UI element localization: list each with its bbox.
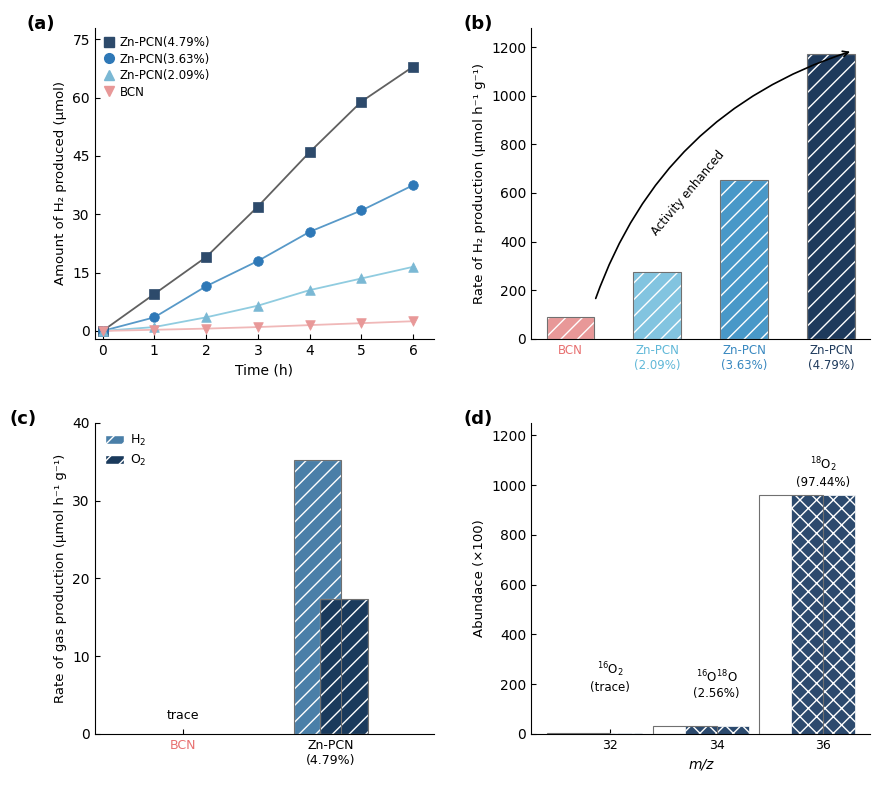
Point [302,225,316,238]
Text: Activity enhanced: Activity enhanced [648,148,726,238]
Bar [790,495,854,734]
Point [354,204,369,217]
Legend: Zn-PCN(4.79%), Zn-PCN(3.63%), Zn-PCN(2.09%), BCN: Zn-PCN(4.79%), Zn-PCN(3.63%), Zn-PCN(2.0… [101,34,212,101]
Legend: H$_2$, O$_2$: H$_2$, O$_2$ [101,429,150,472]
Point [147,288,161,300]
Point [251,321,265,333]
Point [302,146,316,158]
Point [147,321,161,333]
Point [198,311,213,324]
Text: (d): (d) [462,411,492,429]
Y-axis label: Abundace (×100): Abundace (×100) [472,519,485,637]
Bar [293,460,340,734]
Bar [320,600,367,734]
Point [354,317,369,329]
Point [251,299,265,312]
Bar [684,727,748,734]
Point [96,325,110,337]
Point [147,311,161,324]
Point [406,315,420,328]
Y-axis label: Amount of H₂ produced (μmol): Amount of H₂ produced (μmol) [54,81,66,285]
Text: (c): (c) [10,411,37,429]
Point [96,325,110,337]
Y-axis label: Rate of H₂ production (μmol h⁻¹ g⁻¹): Rate of H₂ production (μmol h⁻¹ g⁻¹) [472,63,485,303]
Point [406,60,420,72]
Point [147,324,161,336]
Bar [320,600,367,734]
X-axis label: m/z: m/z [688,757,712,771]
Bar [758,495,822,734]
Text: $^{16}$O$^{18}$O
(2.56%): $^{16}$O$^{18}$O (2.56%) [693,668,739,700]
Text: trace: trace [167,709,199,723]
Point [354,95,369,108]
Bar [806,54,854,339]
Text: (a): (a) [27,15,56,33]
Point [96,325,110,337]
Bar [293,460,340,734]
Bar [633,272,680,339]
Point [406,261,420,273]
Point [251,200,265,213]
Y-axis label: Rate of gas production (μmol h⁻¹ g⁻¹): Rate of gas production (μmol h⁻¹ g⁻¹) [54,454,66,703]
Bar [719,180,767,339]
Bar [546,317,594,339]
Text: $^{16}$O$_2$
(trace): $^{16}$O$_2$ (trace) [590,660,630,693]
Text: (b): (b) [462,15,492,33]
Point [96,325,110,337]
Point [251,255,265,267]
Bar [806,54,854,339]
Point [198,251,213,263]
Bar [652,727,716,734]
Text: $^{18}$O$_2$
(97.44%): $^{18}$O$_2$ (97.44%) [795,455,849,489]
Bar [719,180,767,339]
Point [198,280,213,292]
X-axis label: Time (h): Time (h) [235,363,293,377]
Point [406,179,420,191]
Bar [633,272,680,339]
Point [354,272,369,284]
Bar [546,317,594,339]
Point [198,322,213,335]
Point [302,284,316,296]
Point [302,319,316,332]
